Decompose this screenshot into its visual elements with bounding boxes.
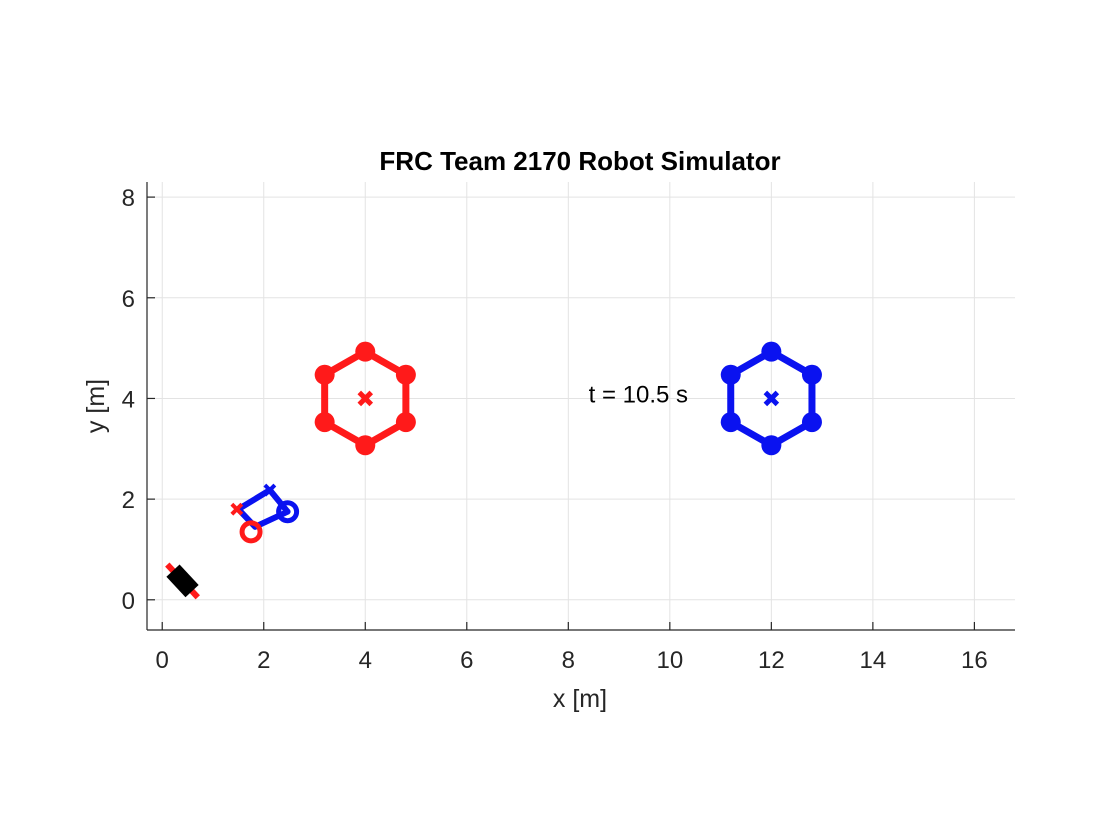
blue-hexagon: [720, 341, 822, 456]
y-tick-label: 8: [122, 185, 135, 212]
robot-red-marker-stroke: [230, 502, 244, 516]
x-tick-label: 10: [656, 647, 683, 674]
tick-labels: 0 2 4 6 8 10 12 14 16 0 2 4 6 8: [122, 185, 988, 674]
hexagon-vertex: [395, 412, 416, 433]
y-tick-label: 2: [122, 487, 135, 514]
robot-front-marker: [263, 483, 277, 497]
hexagon-center-marker-stroke: [357, 390, 374, 407]
y-tick-label: 6: [122, 286, 135, 313]
x-tick-label: 6: [460, 647, 473, 674]
chart-title: FRC Team 2170 Robot Simulator: [379, 146, 780, 176]
x-tick-label: 12: [758, 647, 785, 674]
grid: [147, 182, 1015, 630]
robot-red-marker: [230, 502, 244, 516]
hexagon-vertex: [314, 364, 335, 385]
time-annotation: t = 10.5 s: [589, 381, 688, 408]
red-hexagon: [314, 341, 416, 456]
hexagon-vertex: [801, 364, 822, 385]
hexagon-vertex: [395, 364, 416, 385]
robot-front-marker-stroke: [263, 483, 277, 497]
y-tick-label: 0: [122, 588, 135, 615]
hexagon-center-marker: [763, 390, 780, 407]
block-body: [166, 564, 199, 598]
x-tick-label: 2: [257, 647, 270, 674]
robot: [235, 487, 300, 544]
hexagon-vertex: [801, 412, 822, 433]
x-tick-label: 4: [359, 647, 372, 674]
x-axis-label: x [m]: [553, 685, 607, 713]
x-tick-label: 16: [961, 647, 988, 674]
hexagon-vertex: [761, 341, 782, 362]
hexagon-vertex: [355, 435, 376, 456]
hexagon-vertex: [314, 412, 335, 433]
hexagon-center-marker: [357, 390, 374, 407]
axes: [146, 182, 1015, 631]
robot-red-wheel: [239, 520, 263, 544]
x-tick-label: 14: [860, 647, 887, 674]
hexagon-vertex: [720, 412, 741, 433]
x-tick-label: 8: [562, 647, 575, 674]
y-tick-label: 4: [122, 386, 135, 413]
hexagon-center-marker-stroke: [763, 390, 780, 407]
hexagon-vertex: [761, 435, 782, 456]
hexagon-vertex: [355, 341, 376, 362]
hexagon-vertex: [720, 364, 741, 385]
black-block: [165, 562, 200, 600]
x-tick-label: 0: [156, 647, 169, 674]
plot-marks: [165, 341, 822, 600]
robot-wheel: [276, 500, 300, 524]
y-axis-label: y [m]: [82, 379, 110, 433]
